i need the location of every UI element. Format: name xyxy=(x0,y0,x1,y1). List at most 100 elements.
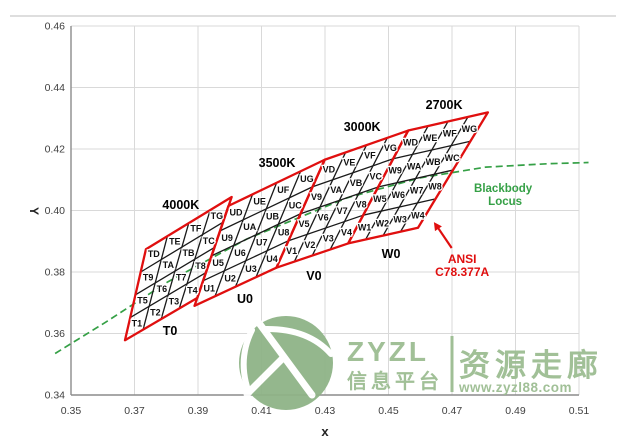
quad-cell-label: WD xyxy=(403,137,418,147)
quad-cell-label: U5 xyxy=(212,258,224,268)
quad-cell-label: TA xyxy=(163,260,175,270)
quad-cell-label: W1 xyxy=(358,222,372,232)
quad-cell-label: W9 xyxy=(388,166,402,176)
quad-subgrid-line xyxy=(140,221,224,273)
quad-outline-W xyxy=(347,111,490,245)
quad-cell-label: V9 xyxy=(311,192,322,202)
bin-label-U0: U0 xyxy=(237,292,253,306)
quad-cell-label: U1 xyxy=(203,283,215,293)
y-tick-label: 0.44 xyxy=(45,82,66,94)
quad-cell-label: U4 xyxy=(266,254,278,264)
watermark-logo-icon xyxy=(239,316,334,410)
blackbody-locus-label-line2: Locus xyxy=(488,196,522,208)
ansi-arrow-line xyxy=(435,225,453,249)
quad-subgrid-line xyxy=(378,169,454,188)
x-tick-label: 0.35 xyxy=(61,405,82,417)
quad-cell-label: U8 xyxy=(278,227,290,237)
quad-outline-T xyxy=(123,195,233,342)
quad-cell-label: T1 xyxy=(132,318,143,328)
quad-cell-label: VB xyxy=(350,178,363,188)
blackbody-locus-label-line1: Blackbody xyxy=(474,183,533,195)
quad-cell-label: W3 xyxy=(393,214,407,224)
quad-cell-label: V5 xyxy=(299,219,310,229)
quad-cell-label: TF xyxy=(190,224,201,234)
quad-subgrid-line xyxy=(211,213,301,257)
quad-cell-label: T5 xyxy=(137,295,148,305)
quad-cell-label: VG xyxy=(384,143,397,153)
quad-cell-label: U3 xyxy=(245,264,257,274)
quad-cell-label: W8 xyxy=(428,182,442,192)
quad-cell-label: VD xyxy=(323,165,336,175)
quad-cell-label: VC xyxy=(370,171,383,181)
cct-label-3000K: 3000K xyxy=(344,120,381,134)
quad-cell-label: W6 xyxy=(392,190,406,200)
quad-cell-label: U2 xyxy=(224,274,236,284)
quad-cell-labels-V: V1 V2 V3 V4 V5 V6 V7 V8 V9 VA VB VC VD VE VF VG xyxy=(285,142,398,257)
quad-subgrid-line xyxy=(400,116,469,232)
bin-label-W0: W0 xyxy=(382,247,401,261)
ansi-label-line2: C78.377A xyxy=(435,265,489,279)
quad-cell-label: WG xyxy=(462,124,478,134)
y-tick-label: 0.36 xyxy=(45,328,66,340)
quad-cell-label: WF xyxy=(443,129,457,139)
quad-cell-label: TE xyxy=(169,236,181,246)
ansi-label-line1: ANSI xyxy=(448,252,477,266)
quad-cell-label: T2 xyxy=(150,308,161,318)
quad-cell-label: U6 xyxy=(234,248,246,258)
quad-cell-label: UF xyxy=(277,185,289,195)
watermark-url: www.zyzl88.com xyxy=(458,380,572,395)
x-tick-label: 0.43 xyxy=(315,405,336,417)
quad-cell-label: W7 xyxy=(410,186,424,196)
y-tick-label: 0.42 xyxy=(45,144,66,156)
quad-cell-label: UC xyxy=(289,201,302,211)
watermark-brand: ZYZL xyxy=(347,336,429,367)
quad-cell-label: UE xyxy=(253,196,266,206)
quad-cell-label: V2 xyxy=(304,240,315,250)
quad-cell-label: WC xyxy=(445,153,460,163)
quad-cell-label: TC xyxy=(203,236,215,246)
quad-cell-label: V8 xyxy=(356,199,367,209)
quad-subgrid-line xyxy=(300,186,379,215)
cct-label-4000K: 4000K xyxy=(162,198,199,212)
quad-cell-label: T3 xyxy=(169,297,180,307)
quad-cell-label: UG xyxy=(300,174,314,184)
y-axis-title: Y xyxy=(27,207,41,215)
cct-label-2700K: 2700K xyxy=(426,98,463,112)
y-tick-label: 0.34 xyxy=(45,390,66,402)
bin-label-T0: T0 xyxy=(163,324,178,338)
quad-cell-label: W2 xyxy=(376,218,390,228)
watermark-tagline: 信息平台 xyxy=(347,369,443,393)
quad-subgrid-line xyxy=(255,171,302,278)
quad-cell-label: T9 xyxy=(143,272,154,282)
quad-cell-label: UD xyxy=(230,208,243,218)
quad-cell-label: T6 xyxy=(157,284,168,294)
quad-cell-label: V7 xyxy=(337,206,348,216)
x-tick-label: 0.39 xyxy=(188,405,209,417)
x-tick-label: 0.37 xyxy=(124,405,145,417)
quad-subgrid-line xyxy=(393,140,471,160)
quad-cell-label: UA xyxy=(243,222,256,232)
quad-subgrid-line xyxy=(219,186,313,232)
quad-subgrid-line xyxy=(178,209,211,309)
quad-cell-labels-W: W1 W2 W3 W4 W5 W6 W7 W8 W9 WA WB WC WD WE WF WG xyxy=(357,123,479,234)
y-tick-label: 0.38 xyxy=(45,267,66,279)
cct-quad-T xyxy=(123,195,233,342)
quad-cell-label: UB xyxy=(266,211,279,221)
x-tick-label: 0.41 xyxy=(251,405,272,417)
y-tick-label: 0.40 xyxy=(45,205,66,217)
quad-cell-label: VE xyxy=(343,158,355,168)
watermark-name: 资源走廊 xyxy=(459,348,603,383)
y-tick-label: 0.46 xyxy=(45,21,66,33)
x-tick-label: 0.49 xyxy=(505,405,526,417)
quad-cell-label: W4 xyxy=(411,210,425,220)
quad-cell-label: TG xyxy=(211,211,224,221)
quad-cell-label: VA xyxy=(330,185,342,195)
quad-cell-label: T8 xyxy=(195,261,206,271)
bin-label-V0: V0 xyxy=(306,269,321,283)
x-axis-title: x xyxy=(321,424,329,439)
quad-cell-label: T4 xyxy=(187,286,198,296)
quad-cell-label: U7 xyxy=(256,238,268,248)
